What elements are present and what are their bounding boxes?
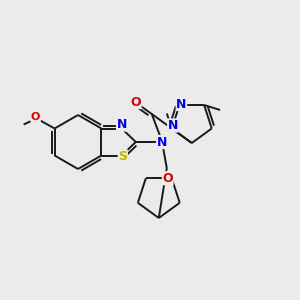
Text: O: O <box>130 95 141 109</box>
Text: O: O <box>162 172 173 185</box>
Text: N: N <box>117 118 127 131</box>
Text: S: S <box>118 150 127 163</box>
Text: N: N <box>168 119 178 132</box>
Text: N: N <box>157 136 167 148</box>
Text: N: N <box>176 98 187 110</box>
Text: O: O <box>31 112 40 122</box>
